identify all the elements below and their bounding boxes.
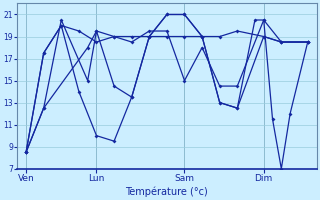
X-axis label: Température (°c): Température (°c) — [125, 186, 208, 197]
